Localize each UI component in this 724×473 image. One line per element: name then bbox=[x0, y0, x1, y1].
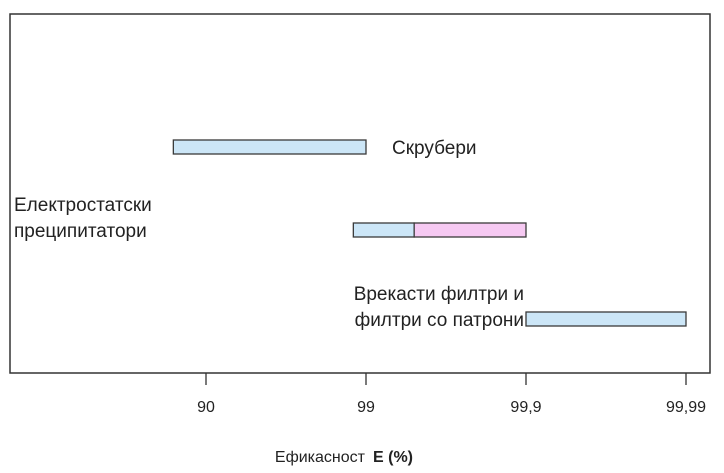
bar-segment bbox=[172, 139, 367, 155]
x-axis-unit: E (%) bbox=[373, 449, 413, 466]
x-tick-label: 99 bbox=[357, 399, 375, 416]
bar-segment bbox=[525, 311, 687, 327]
category-label: Електростатски bbox=[14, 195, 152, 216]
bar-segment bbox=[413, 222, 527, 238]
x-tick-label: 99,99 bbox=[666, 399, 706, 416]
x-tick-label: 90 bbox=[197, 399, 215, 416]
category-label: Скрубери bbox=[392, 138, 477, 159]
category-label: преципитатори bbox=[14, 221, 147, 242]
x-tick-label: 99,9 bbox=[510, 399, 541, 416]
category-label: Врекасти филтри и bbox=[354, 284, 524, 305]
category-label: филтри со патрони bbox=[355, 310, 524, 331]
bars bbox=[172, 139, 687, 327]
category-labels: Скрубери Електростатски преципитатори Врека… bbox=[14, 138, 524, 331]
bar-segment bbox=[352, 222, 415, 238]
x-axis-ticks: 90 99 99,9 99,99 bbox=[197, 373, 706, 416]
x-axis-title: Ефикасност bbox=[275, 449, 366, 466]
